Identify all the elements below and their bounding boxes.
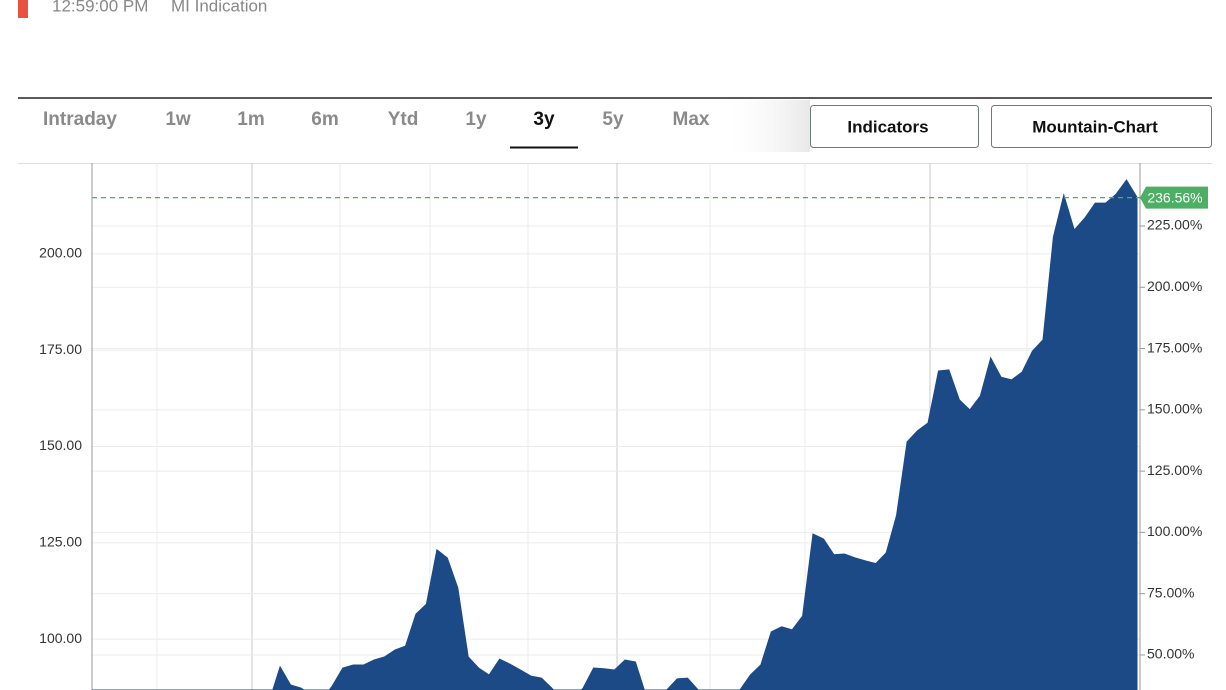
- tab[interactable]: Max: [673, 109, 710, 130]
- y2-tick-label: 75.00%: [1147, 584, 1194, 600]
- y-tick-label: 200.00: [39, 245, 82, 261]
- tab[interactable]: 6m: [311, 109, 338, 130]
- tab[interactable]: Intraday: [43, 109, 117, 130]
- tab-fade: [720, 100, 810, 152]
- status: MI Indication: [171, 0, 267, 15]
- tab[interactable]: Ytd: [388, 109, 419, 130]
- tab[interactable]: 1y: [465, 109, 487, 130]
- y-tick-label: 175.00: [39, 341, 82, 357]
- tab[interactable]: 3y: [533, 109, 555, 130]
- indicators-button[interactable]: [810, 105, 979, 148]
- y-tick-label: 100.00: [39, 630, 82, 646]
- current-value-label: 236.56%: [1147, 189, 1202, 205]
- price-area: [92, 179, 1138, 690]
- y2-tick-label: 150.00%: [1147, 401, 1202, 417]
- button-label[interactable]: Indicators: [847, 117, 928, 136]
- y-tick-label: 150.00: [39, 437, 82, 453]
- tab[interactable]: 5y: [602, 109, 624, 130]
- y2-tick-label: 100.00%: [1147, 523, 1202, 539]
- y-tick-label: 125.00: [39, 534, 82, 550]
- button-label[interactable]: Mountain-Chart: [1032, 117, 1158, 136]
- tab-bar: Intraday 1w 1m 6m Ytd 1y 3y 5y Max: [43, 109, 710, 149]
- y2-tick-label: 200.00%: [1147, 278, 1202, 294]
- tab[interactable]: 1m: [237, 109, 264, 130]
- status-indicator: [18, 0, 28, 18]
- y2-tick-label: 125.00%: [1147, 462, 1202, 478]
- y2-tick-label: 50.00%: [1147, 646, 1194, 662]
- chart: 100.00 125.00 150.00 175.00 200.00 50.00% 75.0…: [39, 163, 1208, 690]
- mountain-chart-button[interactable]: [991, 105, 1212, 148]
- time: 12:59:00 PM: [52, 0, 148, 15]
- y2-tick-label: 175.00%: [1147, 339, 1202, 355]
- tab[interactable]: 1w: [165, 109, 191, 130]
- current-value-badge: [1140, 186, 1208, 209]
- y2-tick-label: 225.00%: [1147, 217, 1202, 233]
